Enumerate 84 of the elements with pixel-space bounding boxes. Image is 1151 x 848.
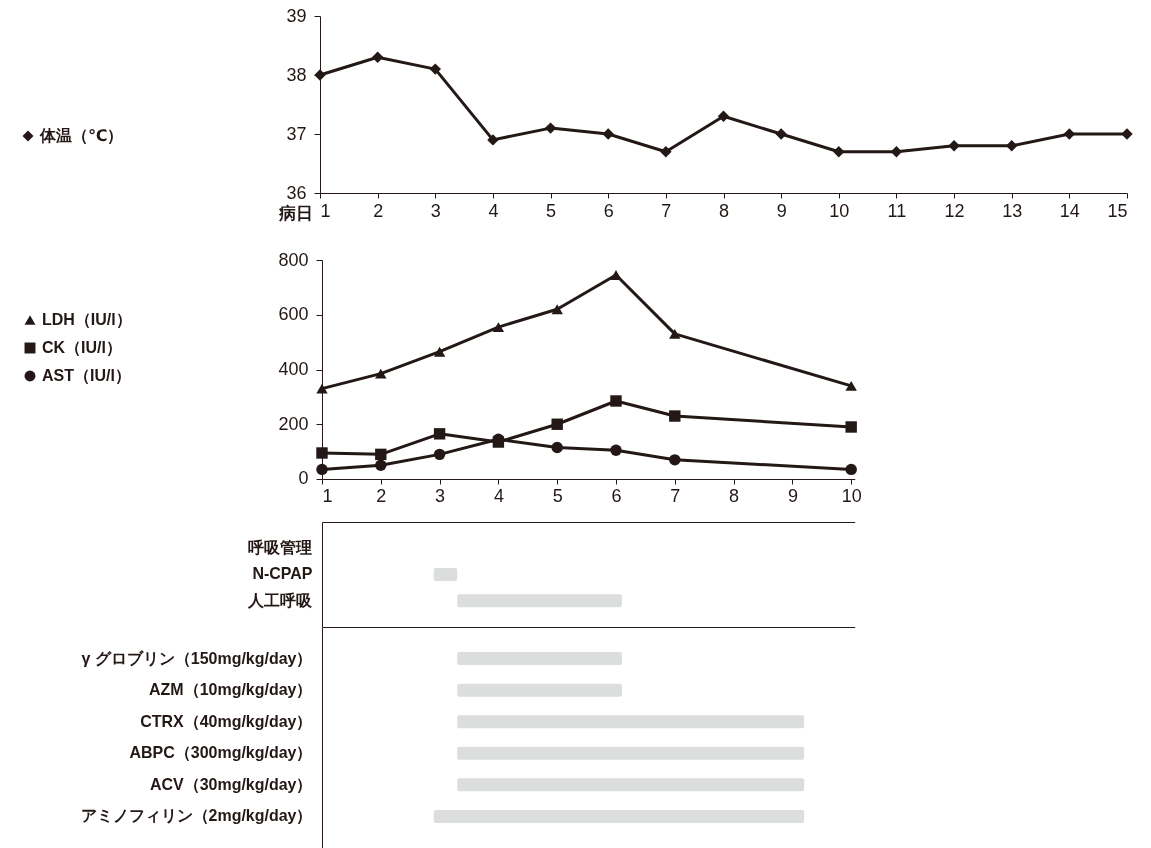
legend-label: LDH（IU/l）	[42, 311, 132, 329]
point	[669, 454, 681, 466]
x-tick-label: 1	[320, 200, 331, 221]
legend-label: CK（IU/l）	[42, 339, 122, 357]
x-tick-label: 2	[373, 200, 384, 221]
point	[433, 428, 446, 440]
point	[602, 128, 614, 140]
y-tick-label: 200	[278, 413, 309, 434]
point	[610, 444, 622, 456]
x-tick-label: 8	[729, 486, 740, 507]
point	[429, 63, 441, 75]
y-tick-label: 37	[286, 123, 307, 144]
point	[375, 368, 387, 379]
x-tick-label: 4	[493, 486, 504, 507]
x-tick-label: 13	[1002, 200, 1023, 221]
point	[669, 328, 681, 339]
y-tick-label: 人工呼吸	[247, 591, 314, 609]
y-tick-label: アミノフィリン（2mg/kg/day）	[80, 807, 313, 826]
point	[433, 448, 446, 461]
point	[890, 146, 903, 158]
x-tick-label: 9	[787, 486, 798, 507]
point	[316, 463, 328, 476]
point	[487, 134, 499, 146]
point	[610, 270, 622, 280]
x-tick-label: 12	[944, 200, 965, 221]
x-tick-label: 9	[776, 200, 787, 221]
point	[433, 346, 446, 357]
x-tick-label: 3	[435, 486, 446, 507]
y-tick-label: 0	[298, 468, 309, 489]
point	[833, 146, 845, 158]
point	[314, 69, 326, 81]
y-tick-label: γ グロブリン（150mg/kg/day）	[81, 649, 313, 668]
x-tick-label: 2	[376, 486, 387, 507]
y-tick-label: ABPC（300mg/kg/day）	[129, 744, 313, 763]
y-tick-label: N-CPAP	[252, 565, 313, 583]
x-tick-label: 11	[887, 200, 907, 221]
point	[845, 421, 857, 433]
point	[551, 441, 563, 454]
legend-label: AST（IU/l）	[42, 367, 131, 385]
x-tick-label: 3	[430, 200, 441, 221]
point	[551, 304, 563, 315]
x-tick-label: 1	[322, 486, 333, 507]
y-tick-label: ACV（30mg/kg/day）	[149, 775, 313, 794]
point	[371, 51, 384, 63]
point	[375, 459, 387, 471]
x-tick-label: 5	[546, 200, 557, 221]
point	[544, 122, 557, 134]
x-tick-label: 6	[611, 486, 622, 507]
point	[316, 383, 328, 394]
y-tick-label: CTRX（40mg/kg/day）	[140, 712, 313, 731]
point	[948, 140, 960, 152]
point	[669, 410, 681, 422]
point	[492, 322, 505, 333]
y-tick-label: 400	[278, 359, 309, 379]
y-tick-label: 呼吸管理	[248, 539, 313, 557]
x-tick-label: 6	[603, 200, 614, 221]
point	[775, 128, 787, 140]
y-tick-label: 800	[278, 249, 309, 270]
x-tick-label: 4	[488, 200, 499, 221]
point	[1121, 128, 1133, 140]
point	[660, 146, 672, 158]
y-tick-label: 600	[278, 304, 309, 325]
x-axis-title: 病日	[277, 203, 313, 223]
point	[845, 463, 857, 476]
x-tick-label: 5	[552, 486, 563, 507]
point	[375, 448, 387, 461]
x-tick-label: 7	[670, 486, 681, 507]
point	[551, 418, 563, 430]
point	[610, 395, 622, 407]
point	[1006, 140, 1018, 152]
y-tick-label: 36	[286, 182, 307, 203]
legend-label: 体温（℃）	[39, 127, 124, 145]
point	[845, 380, 857, 391]
y-tick-label: AZM（10mg/kg/day）	[149, 681, 313, 700]
x-tick-label: 7	[661, 200, 672, 221]
x-tick-label: 8	[718, 200, 730, 221]
x-tick-label: 10	[841, 486, 862, 507]
point	[717, 110, 730, 122]
x-tick-label: 10	[829, 200, 850, 221]
point	[316, 447, 328, 459]
y-tick-label: 39	[286, 5, 307, 26]
x-tick-label: 15	[1107, 200, 1128, 221]
x-tick-label: 14	[1059, 200, 1080, 221]
y-tick-label: 38	[286, 64, 307, 85]
